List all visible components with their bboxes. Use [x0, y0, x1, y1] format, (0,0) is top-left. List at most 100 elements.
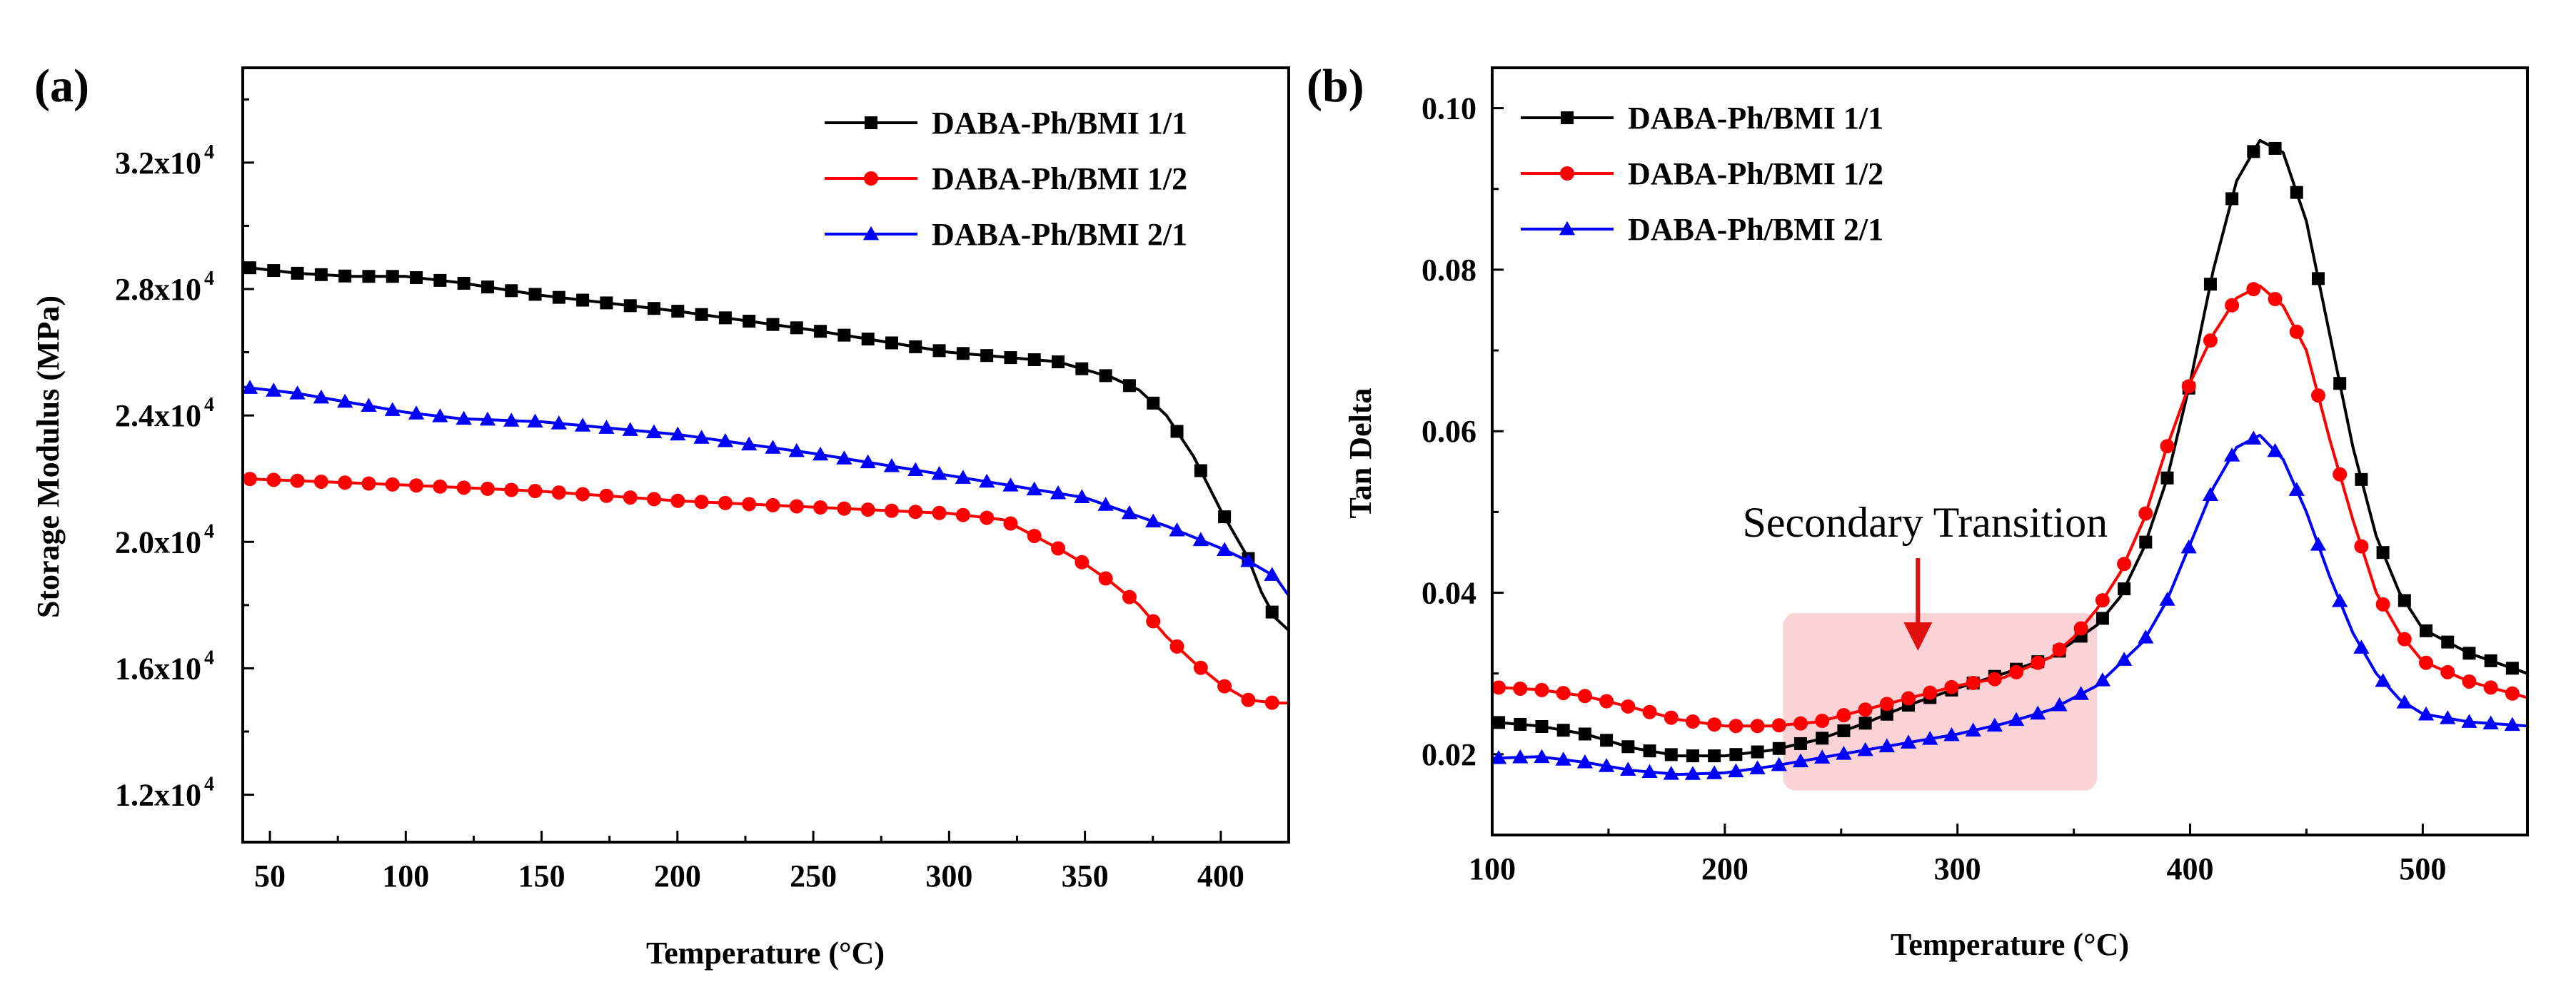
a-y-tick-exponent: 4	[204, 520, 214, 542]
a-series-1-marker	[837, 328, 851, 342]
a-series-3-marker	[765, 440, 781, 454]
a-x-tick-label: 350	[1062, 859, 1109, 894]
b-legend-label-1: DABA-Ph/BMI 1/1	[1628, 101, 1883, 136]
b-series-1-marker	[2355, 472, 2368, 486]
b-series-3-marker	[1534, 749, 1550, 764]
a-series-1-marker	[505, 284, 518, 298]
a-series-1-marker	[600, 296, 613, 310]
a-series-3-marker	[432, 408, 448, 422]
b-x-tick-label: 400	[2167, 851, 2214, 886]
b-series-3-marker	[1512, 749, 1529, 764]
a-y-tick-exponent: 4	[204, 647, 214, 669]
a-series-1-marker	[1170, 425, 1184, 438]
b-series-2-marker	[2073, 621, 2088, 636]
a-series-1-marker	[623, 299, 637, 313]
b-series-2-marker	[1879, 697, 1894, 712]
a-series-1-marker	[410, 271, 423, 285]
b-series-2-marker	[1642, 704, 1657, 719]
a-y-tick-label: 3.2x10	[115, 146, 201, 181]
b-series-3-marker	[2440, 710, 2456, 724]
a-y-tick-label: 1.6x10	[115, 651, 201, 686]
b-series-1-marker	[1751, 745, 1764, 759]
a-series-2-marker	[908, 505, 923, 520]
b-series-3-marker	[1490, 750, 1507, 764]
a-x-tick-label: 400	[1197, 859, 1244, 894]
b-series-2-marker	[1923, 685, 1938, 700]
a-x-tick-label: 150	[518, 859, 565, 894]
b-series-3-marker	[1641, 764, 1658, 779]
a-series-2-marker	[1075, 555, 1090, 570]
b-y-tick-label: 0.08	[1422, 253, 1476, 288]
b-series-1-marker	[1514, 717, 1527, 731]
b-series-3-marker	[1576, 754, 1594, 769]
b-series-1-marker	[2398, 594, 2411, 607]
a-legend-label-3: DABA-Ph/BMI 2/1	[932, 217, 1187, 252]
a-series-2-marker	[860, 502, 875, 517]
b-y-tick-label: 0.02	[1422, 737, 1476, 772]
b-series-1-marker	[1816, 732, 1829, 745]
b-series-2-marker	[2268, 292, 2283, 307]
b-series-3-marker	[1749, 760, 1766, 774]
b-series-1-marker	[2462, 647, 2476, 660]
b-series-2-marker	[2483, 680, 2498, 695]
b-series-2-marker	[1793, 716, 1808, 731]
b-series-1-marker	[1492, 716, 1506, 729]
a-series-3-marker	[527, 413, 543, 428]
b-series-2-marker	[2052, 642, 2067, 657]
b-series-1-marker	[2118, 582, 2131, 596]
a-x-axis-title: Temperature (°C)	[646, 936, 885, 971]
b-series-2-marker	[1491, 680, 1506, 695]
b-series-3-marker	[1706, 765, 1723, 779]
a-series-3-marker	[717, 432, 734, 447]
a-legend-marker-1	[865, 116, 877, 129]
b-series-1-marker	[1837, 724, 1851, 737]
b-series-2-marker	[2225, 298, 2240, 313]
b-series-1-marker	[1556, 724, 1570, 737]
b-series-2-marker	[2310, 388, 2325, 403]
b-series-3-marker	[1986, 717, 2003, 732]
a-series-2-marker	[955, 507, 970, 522]
b-series-3-marker	[2202, 487, 2219, 501]
b-series-2-marker	[2246, 282, 2261, 297]
a-series-1-marker	[457, 276, 471, 290]
a-series-1-marker	[743, 315, 756, 328]
b-series-3-marker	[1878, 738, 1895, 753]
a-series-3-marker	[622, 422, 638, 436]
b-series-3-marker	[2115, 652, 2133, 666]
b-series-2-marker	[1599, 694, 1614, 709]
b-x-tick-label: 300	[1934, 851, 1981, 886]
a-series-1-marker	[552, 290, 565, 304]
a-series-2-marker	[433, 479, 448, 494]
a-y-tick-label: 1.2x10	[115, 778, 201, 813]
a-legend-label-2: DABA-Ph/BMI 1/2	[932, 161, 1187, 196]
b-series-2-marker	[1901, 691, 1916, 706]
a-x-tick-label: 200	[654, 859, 701, 894]
a-series-2-marker	[456, 480, 471, 495]
a-series-1-marker	[1075, 362, 1089, 375]
b-series-1-marker	[1664, 748, 1678, 761]
a-series-1-marker	[909, 340, 922, 353]
b-y-axis-title: Tan Delta	[1343, 388, 1378, 519]
b-x-tick-label: 100	[1469, 851, 1516, 886]
a-y-tick-exponent: 4	[204, 141, 214, 163]
b-series-2-marker	[1513, 681, 1528, 696]
b-series-3-marker	[2310, 537, 2327, 551]
a-series-3-marker	[1240, 552, 1257, 567]
b-series-3-marker	[2223, 447, 2240, 462]
a-series-3-marker	[812, 446, 829, 461]
a-series-2-marker	[932, 505, 947, 520]
a-series-2-marker	[313, 474, 328, 489]
b-series-2-marker	[2031, 655, 2046, 670]
a-y-tick-exponent: 4	[204, 394, 214, 416]
b-series-1-marker	[1600, 734, 1614, 747]
b-series-1-marker	[2333, 377, 2347, 390]
a-series-2-marker	[1169, 639, 1184, 654]
b-series-1-marker	[1708, 749, 1721, 763]
b-series-1-marker	[2505, 662, 2519, 675]
b-series-3-marker	[1684, 766, 1701, 780]
a-series-1-marker	[1027, 353, 1041, 366]
b-series-2-marker	[2354, 539, 2369, 554]
b-series-2-marker	[2181, 379, 2196, 394]
a-series-3-marker	[337, 393, 353, 408]
a-series-1-marker	[718, 311, 732, 325]
